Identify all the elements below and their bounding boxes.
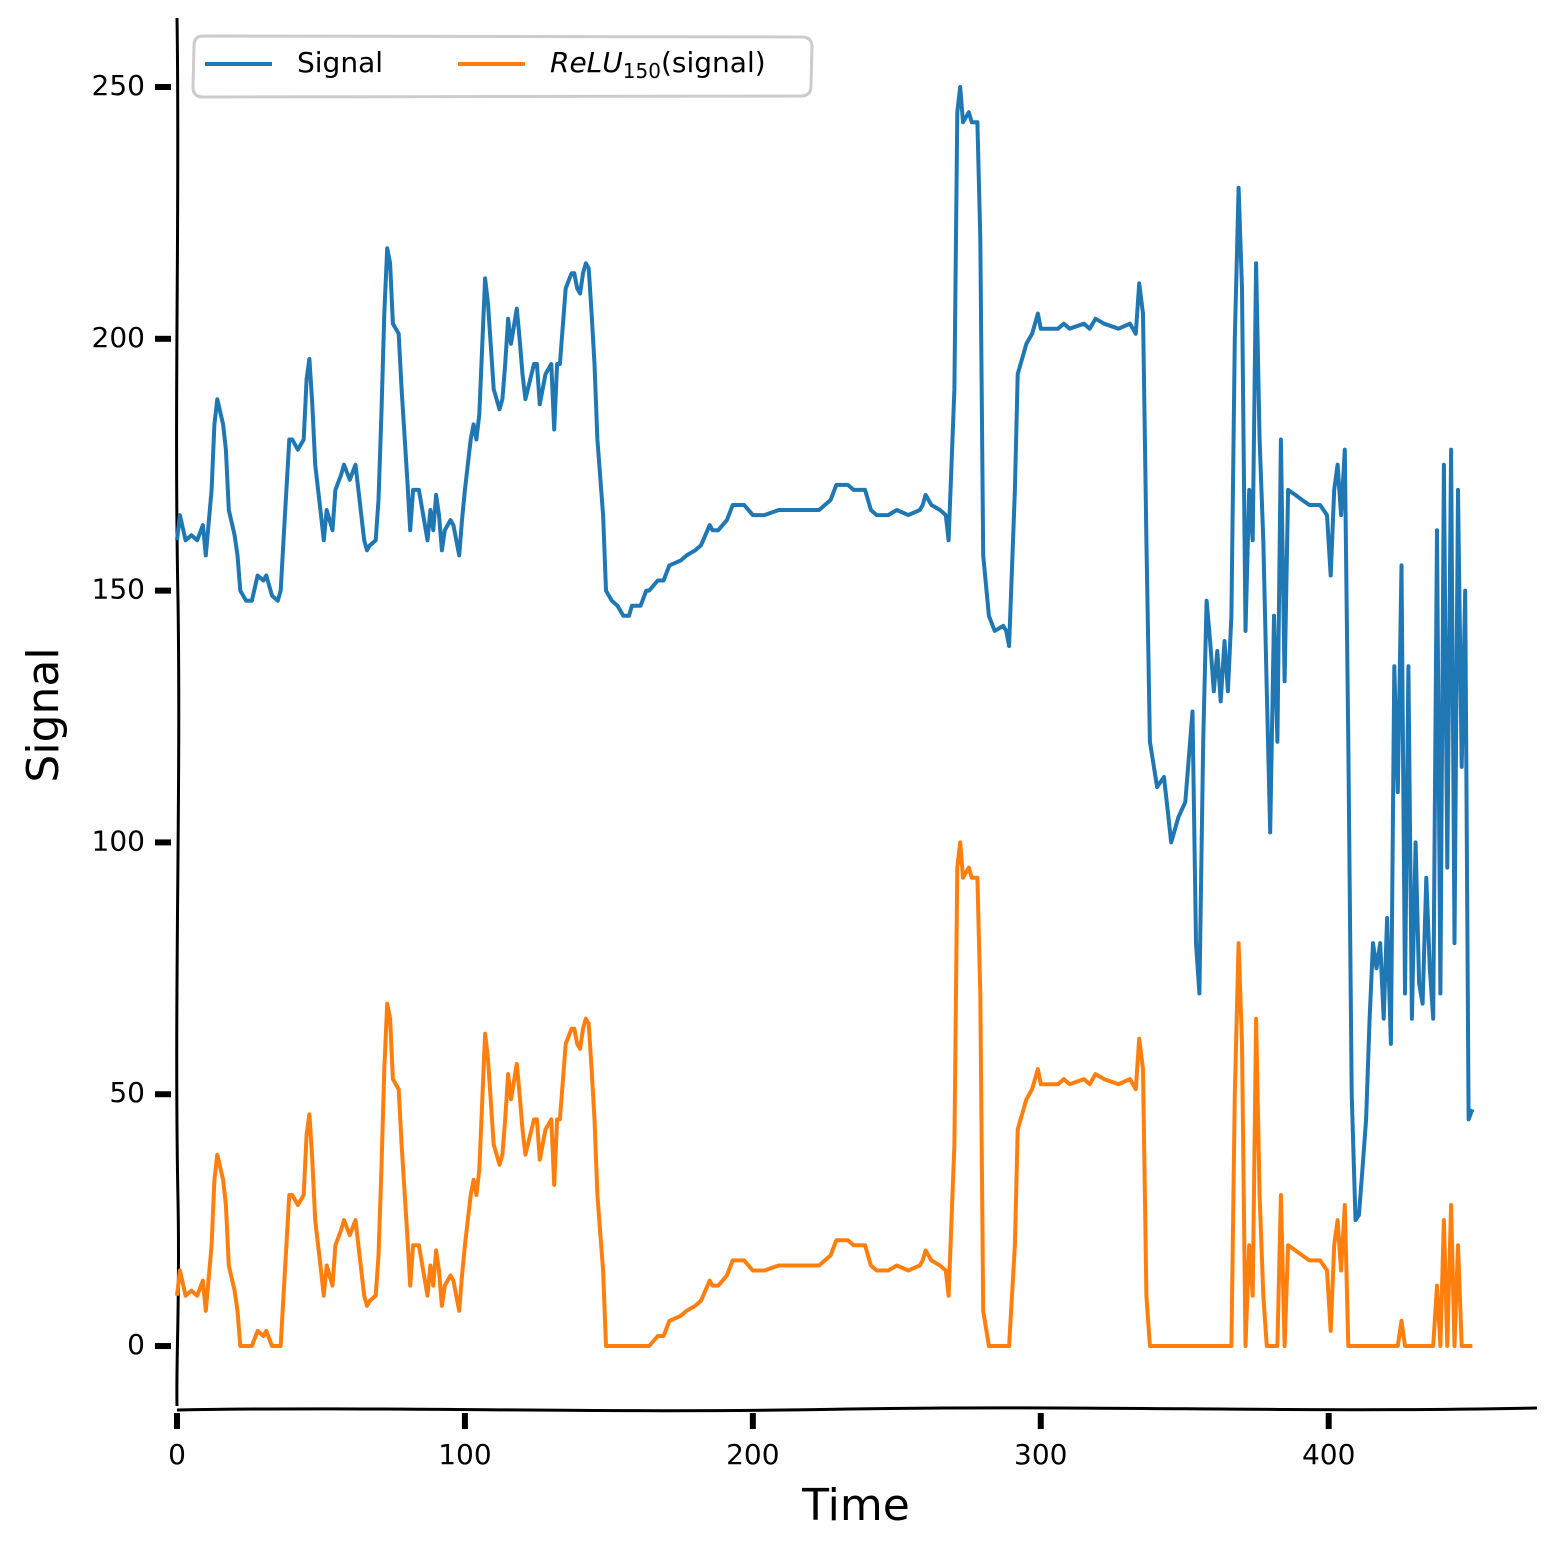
y-axis-spine xyxy=(175,17,181,1407)
y-tick-label: 100 xyxy=(92,824,145,857)
y-tick-label: 150 xyxy=(92,573,145,606)
y-axis-label: Signal xyxy=(18,647,69,782)
x-axis-label: Time xyxy=(801,1480,910,1531)
x-tick-label: 400 xyxy=(1302,1438,1355,1471)
y-tick-label: 200 xyxy=(92,321,145,354)
y-tick-label: 250 xyxy=(92,69,145,102)
series-line xyxy=(175,85,1475,1223)
x-tick-label: 300 xyxy=(1014,1438,1067,1471)
series-line xyxy=(175,840,1473,1348)
y-tick-label: 0 xyxy=(127,1328,145,1361)
x-tick-label: 0 xyxy=(168,1438,186,1471)
plot-area: 0 50 100 150 200 250 0 100 200 300 400 xyxy=(92,69,1475,1471)
legend-label: Signal xyxy=(297,46,383,79)
legend: Signal ReLU150(signal) xyxy=(191,34,814,99)
legend-label: ReLU150(signal) xyxy=(550,46,766,83)
y-tick-label: 50 xyxy=(109,1076,145,1109)
legend-box xyxy=(191,34,814,99)
x-axis-spine xyxy=(176,1406,1538,1413)
x-tick-label: 200 xyxy=(726,1438,779,1471)
x-tick-label: 100 xyxy=(438,1438,491,1471)
